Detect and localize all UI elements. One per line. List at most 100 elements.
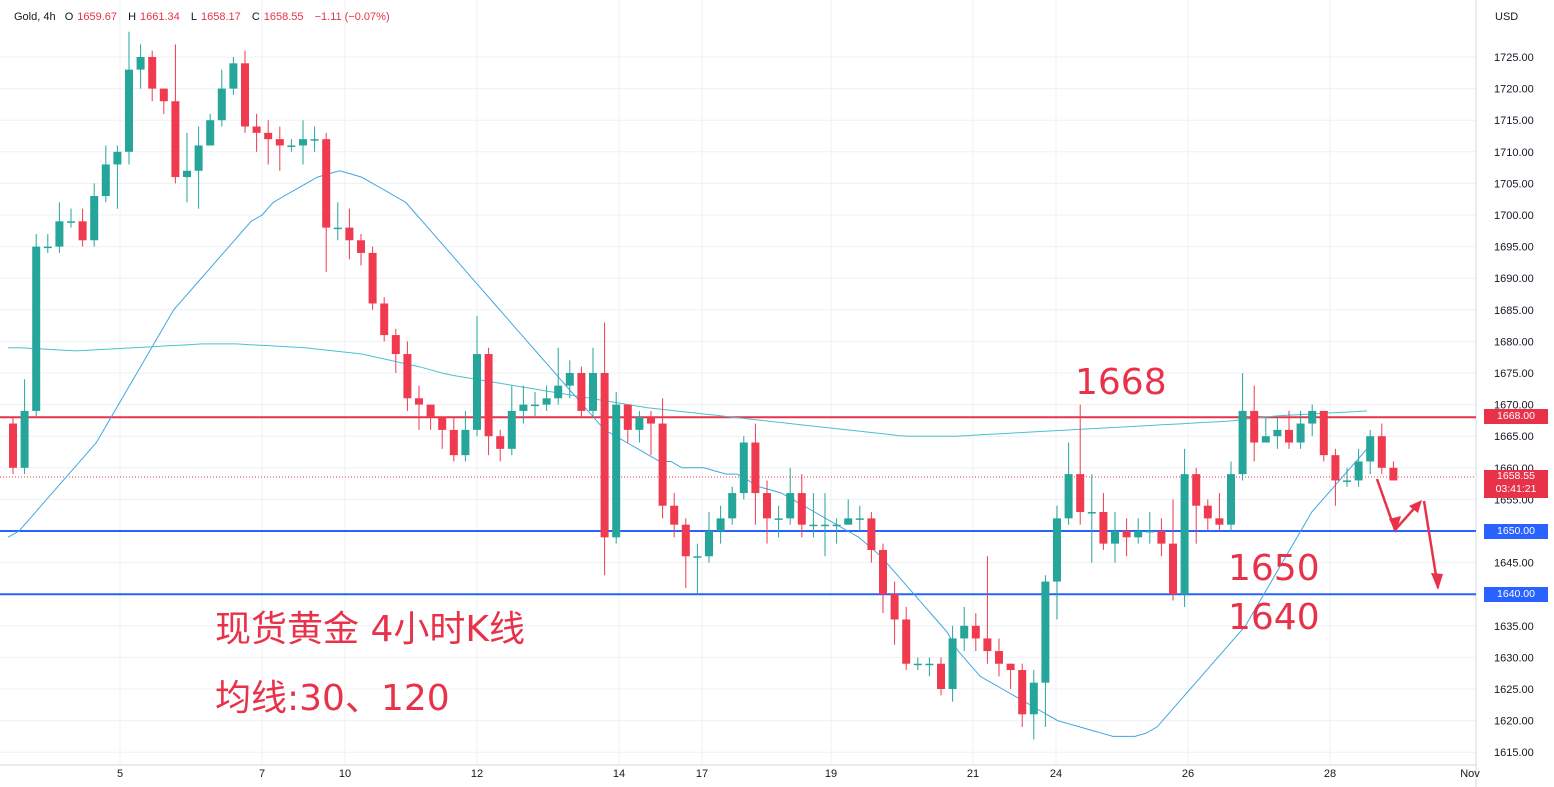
candle-body	[1006, 663, 1015, 671]
candle-body	[1377, 436, 1386, 468]
candle-body	[194, 145, 203, 171]
price-tick: 1690.00	[1494, 273, 1534, 285]
candle-body	[206, 120, 215, 146]
candle-body	[252, 126, 261, 133]
candle-body	[693, 556, 702, 558]
open-value: 1659.67	[77, 11, 118, 23]
candle-body	[461, 429, 470, 456]
price-tick: 1670.00	[1494, 400, 1534, 412]
candle-body	[1319, 410, 1328, 456]
candle-body	[716, 518, 725, 531]
candle-body	[1099, 512, 1108, 544]
candle-body	[90, 196, 99, 241]
candle-body	[333, 227, 342, 230]
candle-body	[542, 398, 551, 405]
candle-body	[1366, 436, 1375, 462]
candle-body	[171, 101, 180, 178]
candle-body	[426, 404, 435, 418]
candle-body	[1169, 543, 1177, 595]
price-tick: 1705.00	[1494, 178, 1534, 190]
symbol-legend: Gold, 4h O 1659.67 H 1661.34 L 1658.17 C 165…	[14, 11, 394, 23]
candle-body	[797, 493, 806, 525]
chart-title-annotation: 现货黄金 4小时K线	[215, 609, 525, 650]
candle-body	[751, 442, 760, 494]
time-tick: 14	[613, 768, 625, 780]
candle-body	[217, 88, 226, 121]
time-tick: 19	[825, 768, 837, 780]
candle-body	[879, 549, 887, 595]
candle-body	[623, 404, 632, 430]
candle-body	[1145, 531, 1154, 533]
last-price-value: 1658.55	[1497, 470, 1535, 482]
ma-note-annotation: 均线:30、120	[215, 678, 450, 719]
candle-body	[774, 518, 783, 520]
candle-body	[519, 404, 528, 411]
candle-body	[125, 69, 133, 152]
candle-body	[971, 625, 980, 639]
resistance-price-badge: 1668.00	[1484, 409, 1548, 424]
candle-body	[890, 594, 899, 620]
candle-body	[1203, 505, 1212, 519]
currency-label[interactable]: USD	[1495, 11, 1519, 23]
candle-body	[78, 221, 87, 241]
candle-body	[1238, 410, 1247, 475]
candle-body	[1064, 474, 1073, 519]
candle-body	[1250, 410, 1259, 443]
candle-body	[299, 139, 307, 146]
candle-body	[531, 404, 539, 407]
candle-body	[357, 240, 365, 253]
time-tick: 7	[259, 768, 265, 780]
candle-body	[739, 442, 748, 494]
candle-body	[832, 524, 841, 527]
ohlc-values: O 1659.67 H 1661.34 L 1658.17 C 1658.55 −1.1…	[64, 11, 390, 23]
ma-30-line	[7, 170, 1368, 737]
close-value: 1658.55	[263, 11, 304, 23]
candle-body	[565, 373, 574, 386]
candle-body	[101, 164, 110, 197]
symbol-name[interactable]: Gold	[14, 11, 38, 23]
candle-body	[612, 404, 621, 538]
candle-body	[32, 246, 41, 411]
candle-body	[902, 619, 911, 664]
low-value: 1658.17	[200, 11, 241, 23]
price-tick: 1685.00	[1494, 305, 1534, 317]
candle-body	[148, 57, 157, 89]
candle-body	[1111, 531, 1119, 544]
support-1640-badge: 1640.00	[1484, 587, 1548, 602]
price-tick: 1635.00	[1494, 621, 1534, 633]
candle-body	[937, 663, 945, 689]
candle-body	[1273, 429, 1282, 437]
candle-body	[925, 663, 934, 666]
candle-body	[183, 170, 191, 178]
time-tick: 24	[1050, 768, 1062, 780]
support-1650-annotation: 1650	[1228, 548, 1320, 589]
candle-body	[229, 63, 238, 89]
candle-body	[43, 246, 52, 249]
candle-body	[786, 493, 795, 519]
forecast-arrows	[1375, 478, 1443, 590]
time-tick: 17	[696, 768, 708, 780]
candle-body	[1087, 512, 1096, 514]
price-tick: 1720.00	[1494, 84, 1534, 96]
candlestick-series	[9, 31, 1398, 740]
time-tick: 28	[1324, 768, 1336, 780]
candle-body	[438, 417, 447, 430]
time-tick: 12	[471, 768, 483, 780]
candle-body	[415, 398, 423, 405]
support-1640-annotation: 1640	[1228, 597, 1320, 638]
candle-body	[844, 518, 853, 525]
bar-countdown: 03:41:21	[1495, 483, 1537, 495]
candle-body	[1227, 474, 1235, 525]
candle-body	[1122, 531, 1131, 538]
candle-body	[1192, 474, 1201, 506]
change-value: −1.11 (−0.07%)	[314, 11, 390, 23]
price-tick: 1700.00	[1494, 210, 1534, 222]
candle-body	[403, 354, 412, 399]
price-tick: 1710.00	[1494, 147, 1534, 159]
support-1650-badge: 1650.00	[1484, 524, 1548, 539]
candle-body	[670, 505, 679, 525]
candle-body	[589, 373, 597, 411]
interval-label[interactable]: 4h	[43, 11, 56, 23]
candle-body	[264, 132, 273, 140]
